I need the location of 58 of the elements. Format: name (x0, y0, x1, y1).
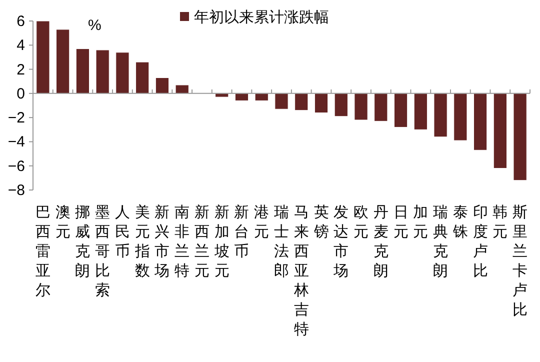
x-tick-label: 新西兰元 (194, 204, 210, 280)
x-tick-label: 新兴市场 (154, 204, 170, 280)
y-tick-label: −8 (8, 182, 25, 199)
bar (473, 93, 488, 150)
x-tick-label: 人民币 (114, 204, 130, 260)
bar (155, 77, 170, 94)
x-tick-label: 欧元 (354, 204, 369, 240)
x-tick-label: 墨西哥比索 (95, 204, 110, 299)
y-tick-label: −4 (8, 134, 25, 151)
y-tick-label: 2 (16, 61, 25, 78)
bar (234, 93, 249, 101)
x-tick-label: 丹麦克朗 (373, 204, 388, 280)
legend-label: 年初以来累计涨跌幅 (194, 9, 329, 26)
x-tick-label: 马来西亚林吉特 (292, 204, 309, 338)
x-tick-label: 巴西雷亚尔 (35, 204, 50, 299)
x-tick-label: 瑞典克朗 (433, 204, 448, 280)
bar (254, 93, 268, 101)
x-tick-label: 泰铢 (452, 204, 468, 240)
bar (434, 93, 448, 138)
y-tick-label: 6 (16, 13, 25, 30)
x-tick-label: 日元 (393, 204, 408, 240)
x-tick-label: 新加坡元 (213, 204, 230, 280)
bar (96, 50, 110, 94)
x-tick-label: 斯里兰卡卢比 (512, 204, 528, 318)
x-tick-label: 挪威克朗 (75, 204, 90, 280)
y-tick-label: −2 (8, 110, 25, 127)
y-axis-title: % (88, 17, 102, 34)
bar (136, 62, 150, 94)
bar (374, 93, 388, 122)
bar (294, 93, 308, 111)
bar (36, 20, 50, 94)
bar (513, 93, 527, 181)
x-tick-label: 瑞士法郎 (274, 204, 289, 280)
bar (493, 93, 507, 169)
bar (394, 93, 408, 128)
bar (175, 84, 189, 94)
x-tick-label: 港元 (254, 204, 270, 240)
x-tick-label: 韩元 (492, 204, 508, 240)
bar (56, 29, 70, 94)
x-tick-label: 美元指数 (134, 204, 150, 280)
x-tick-label: 发达市场 (332, 204, 349, 280)
bar (314, 93, 328, 113)
bar (116, 52, 130, 94)
x-tick-label: 澳元 (55, 204, 70, 240)
bar (274, 93, 288, 110)
bar (76, 48, 90, 94)
y-tick-label: −6 (8, 158, 25, 175)
x-tick-label: 南非兰特 (174, 204, 190, 280)
x-tick-label: 印度卢比 (472, 204, 488, 280)
x-tick-label: 英镑 (312, 204, 329, 240)
bar (334, 93, 348, 117)
bar (454, 93, 468, 141)
y-tick-label: 4 (16, 37, 25, 54)
bar (414, 93, 428, 130)
y-tick-label: 0 (16, 85, 25, 102)
bar (354, 93, 368, 120)
x-tick-label: 加元 (413, 204, 428, 240)
x-tick-label: 新台币 (234, 204, 250, 260)
